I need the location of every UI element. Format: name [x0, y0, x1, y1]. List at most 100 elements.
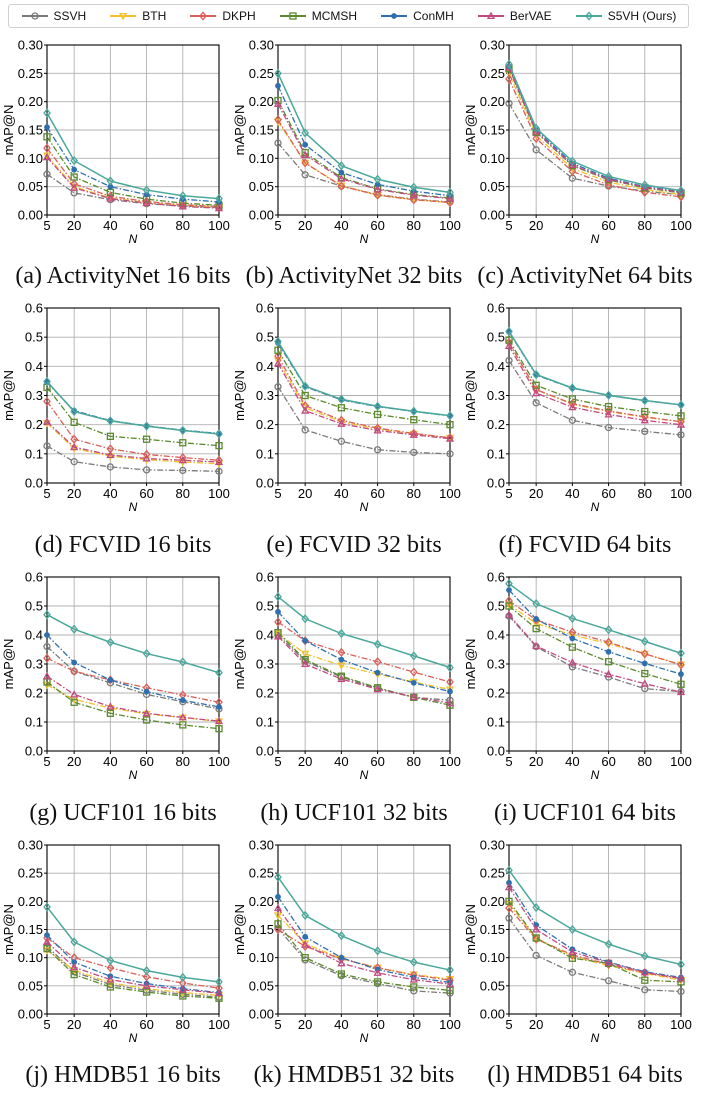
axes-frame — [46, 844, 220, 1015]
data-point — [70, 458, 78, 466]
x-tick-label: 100 — [208, 486, 230, 501]
data-point — [70, 690, 79, 698]
data-point — [677, 431, 685, 439]
x-tick-label: 60 — [370, 754, 384, 769]
x-tick-label: 60 — [139, 754, 153, 769]
y-tick-label: 0.20 — [480, 94, 505, 109]
data-point — [178, 713, 187, 721]
data-point — [301, 650, 310, 659]
data-point — [532, 934, 541, 944]
series-line-dkph — [508, 600, 682, 666]
data-point — [71, 659, 78, 666]
data-point — [106, 176, 115, 186]
series-line-s5vh-ours — [508, 63, 682, 192]
x-tick-label: 20 — [529, 486, 543, 501]
data-point — [106, 463, 115, 471]
data-point — [604, 423, 613, 432]
data-point — [568, 402, 577, 411]
legend-label: BTH — [142, 9, 167, 23]
x-tick-label: 20 — [298, 486, 312, 501]
series-line-ssvh — [46, 445, 220, 472]
data-point — [604, 402, 613, 411]
data-point — [409, 406, 418, 416]
series-line-s5vh-ours — [277, 596, 451, 669]
data-point — [409, 182, 418, 192]
data-point — [676, 687, 685, 696]
data-point — [106, 416, 115, 426]
series-line-dkph — [508, 78, 682, 198]
data-point — [604, 977, 613, 985]
data-point — [373, 946, 382, 956]
data-point — [337, 181, 346, 191]
y-tick-label: 0.05 — [480, 978, 505, 993]
x-tick-label: 20 — [67, 486, 81, 501]
data-point — [532, 369, 541, 380]
y-tick-label: 0.15 — [249, 922, 274, 937]
axes-frame — [508, 44, 682, 216]
y-tick-label: 0.6 — [487, 301, 505, 316]
y-tick-label: 0.0 — [25, 744, 43, 759]
data-point — [43, 143, 51, 153]
x-tick-label: 5 — [43, 218, 50, 233]
data-point — [568, 947, 577, 956]
x-tick-label: 80 — [638, 1017, 652, 1032]
data-point — [373, 192, 382, 200]
x-tick-label: 80 — [638, 486, 652, 501]
y-tick-label: 0.6 — [256, 301, 274, 316]
subplot-caption: (k) HMDB51 32 bits — [253, 1062, 455, 1088]
data-point — [142, 454, 151, 462]
data-point — [301, 128, 310, 138]
y-tick-label: 0.15 — [480, 922, 505, 937]
series-line-mcmsh — [508, 900, 682, 983]
x-tick-label: 40 — [103, 218, 117, 233]
x-tick-label: 20 — [67, 754, 81, 769]
y-tick-label: 0.4 — [25, 628, 43, 643]
data-point — [677, 186, 685, 196]
x-tick-label: 40 — [334, 218, 348, 233]
data-point — [568, 643, 577, 651]
data-point — [178, 202, 187, 210]
data-point — [374, 669, 381, 676]
data-point — [677, 987, 685, 996]
data-point — [445, 434, 454, 442]
y-tick-label: 0.00 — [480, 1007, 505, 1022]
series-group — [505, 865, 685, 996]
x-tick-label: 5 — [43, 486, 50, 501]
data-point — [70, 179, 79, 189]
legend-entry: BerVAE — [477, 9, 552, 23]
data-point — [506, 587, 512, 593]
data-point — [43, 610, 51, 620]
data-point — [505, 610, 514, 618]
x-tick-label: 60 — [601, 1017, 615, 1032]
data-point — [569, 635, 576, 642]
series-line-bervae — [508, 345, 682, 426]
y-tick-label: 0.3 — [25, 388, 43, 403]
data-point — [641, 986, 649, 994]
data-point — [215, 977, 223, 987]
y-tick-label: 0.15 — [249, 123, 274, 138]
data-point — [43, 108, 51, 118]
data-point — [178, 657, 187, 667]
data-point — [677, 417, 685, 427]
y-tick-label: 0.3 — [256, 657, 274, 672]
y-tick-label: 0.3 — [487, 388, 505, 403]
data-point — [373, 174, 382, 184]
x-tick-label: 100 — [670, 218, 692, 233]
data-point — [337, 931, 346, 941]
data-point — [274, 139, 282, 147]
x-tick-label: 40 — [103, 1017, 117, 1032]
y-tick-label: 0.2 — [256, 686, 274, 701]
y-tick-label: 0.1 — [256, 715, 274, 730]
legend-label: S5VH (Ours) — [607, 9, 677, 23]
data-point — [70, 406, 79, 417]
data-point — [532, 146, 540, 154]
data-point — [677, 959, 685, 970]
data-point — [142, 466, 151, 474]
data-point — [532, 925, 541, 933]
y-tick-label: 0.30 — [18, 38, 43, 53]
x-tick-label: 40 — [565, 218, 579, 233]
data-point — [215, 193, 223, 204]
data-point — [178, 985, 187, 993]
series-line-dkph — [277, 355, 451, 439]
data-point — [337, 958, 346, 967]
